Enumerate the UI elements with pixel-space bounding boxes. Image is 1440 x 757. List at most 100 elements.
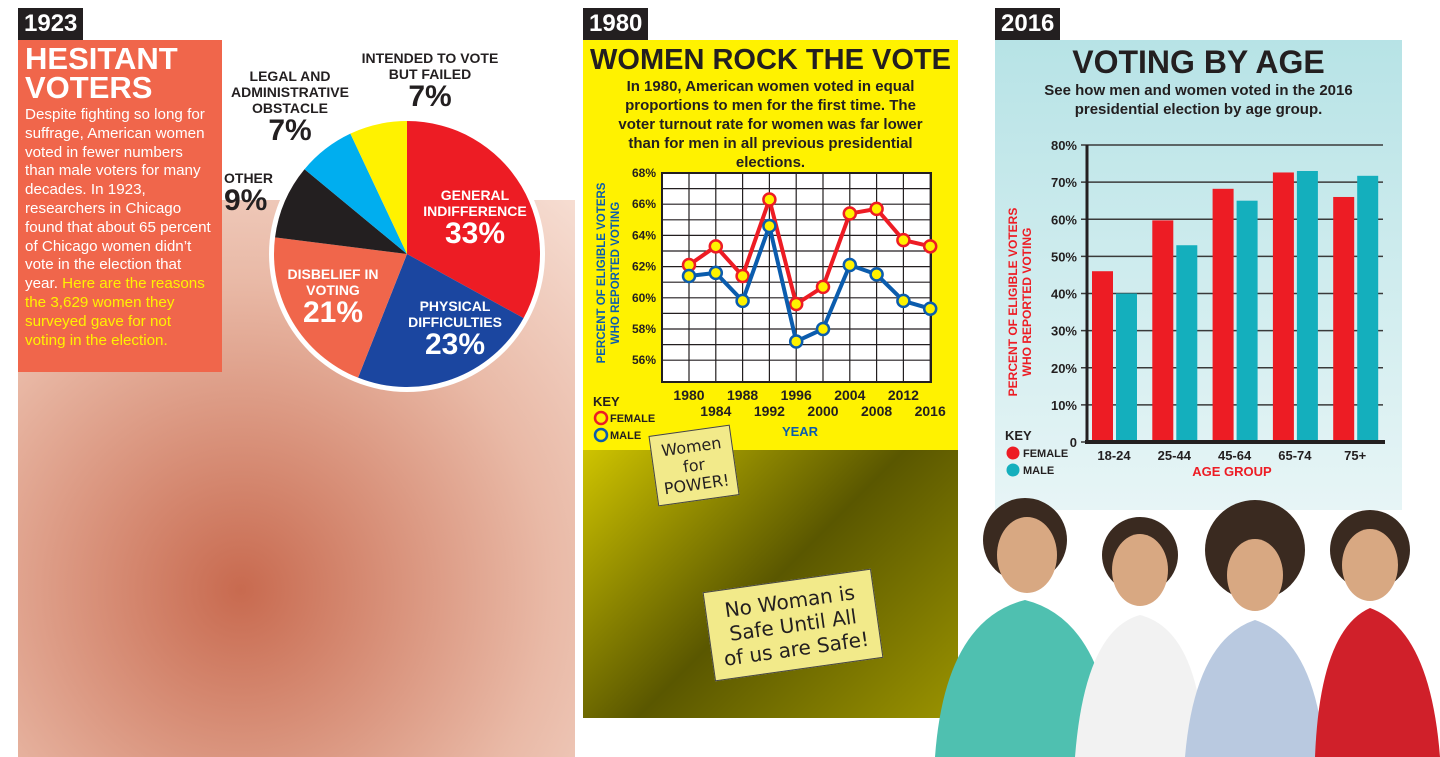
panel2-title: WOMEN ROCK THE VOTE [590,44,951,76]
data-point-female [815,279,831,295]
pie-chart [269,116,545,392]
pie-label-4: LEGAL AND ADMINISTRATIVE OBSTACLE 7% [231,68,349,147]
pie-label-1: PHYSICAL DIFFICULTIES 23% [408,298,502,361]
key-marker-female [1006,446,1020,460]
x-axis-label: AGE GROUP [1192,464,1272,479]
data-point-male [815,321,831,337]
pie-label-0: GENERAL INDIFFERENCE 33% [423,187,527,250]
key-label-male: MALE [1023,465,1054,477]
pie-slice-4 [304,133,407,254]
key-marker-female [593,410,609,426]
y-tick-label: 10% [1051,398,1077,413]
pie-label-5: INTENDED TO VOTE BUT FAILED 7% [361,50,499,113]
data-point-female [708,239,724,254]
data-point-male [842,257,858,273]
x-tick-label: 2012 [888,387,919,403]
panel1-body: Despite fighting so long for suffrage, A… [25,106,215,350]
pie-slice-1 [358,254,524,387]
data-point-female [842,206,858,221]
plot-frame [661,172,932,383]
bar-female-65-74 [1272,172,1294,442]
pie-label-2: DISBELIEF IN VOTING 21% [287,266,379,329]
data-point-male [762,218,777,234]
data-point-female [922,239,938,254]
data-point-male [708,265,724,281]
y-tick-label: 66% [632,197,656,211]
y-tick-label: 56% [632,353,656,367]
data-point-female [735,268,750,284]
x-axis-label: YEAR [782,424,819,439]
data-point-male [869,267,884,282]
x-tick-label: 2008 [861,403,892,419]
x-tick-label: 1984 [700,403,731,419]
pie-slice-2 [274,237,407,378]
x-tick-label: 1988 [727,387,758,403]
y-tick-label: 64% [632,228,656,242]
bar-male-45-64 [1236,200,1258,442]
x-tick-label: 75+ [1344,448,1366,463]
x-tick-label: 18-24 [1097,448,1131,463]
y-tick-label: 50% [1051,249,1077,264]
x-tick-label: 1996 [781,387,812,403]
y-tick-label: 60% [632,291,656,305]
key-title: KEY [593,394,620,409]
year-tag-1980: 1980 [583,8,649,40]
panel2-subtitle: In 1980, American women voted in equal p… [618,78,923,171]
y-axis-label-line1: PERCENT OF ELIGIBLE VOTERS [596,182,608,363]
x-tick-label: 2000 [807,403,838,419]
series-line-male [688,224,931,344]
protest-sign-1: Women for POWER! [648,424,740,507]
panel3-subtitle: See how men and women voted in the 2016 … [1044,82,1353,118]
bar-chart: 0 10% 20% 30% 40% 50% 60% 70% 80% 18-24 25-44 45-64… [1005,138,1385,479]
y-axis-label-line1: PERCENT OF ELIGIBLE VOTERS [1006,208,1020,397]
y-tick-label: 30% [1051,324,1077,339]
bar-male-18-24 [1116,293,1137,442]
panel3-title: VOTING BY AGE [1072,44,1325,80]
year-tag-2016: 2016 [995,8,1061,40]
year-tag-1923: 1923 [18,8,84,40]
key-marker-male [1006,463,1020,477]
data-point-male [896,293,911,309]
key-label-female: FEMALE [1023,448,1068,460]
x-tick-label: 2004 [834,387,865,403]
pie-slice-5 [350,121,407,254]
y-tick-label: 68% [632,166,656,180]
data-point-female [869,201,884,217]
key-title: KEY [1005,428,1032,443]
y-tick-label: 58% [632,322,656,336]
bar-female-18-24 [1092,271,1113,442]
bar-female-75+ [1333,196,1355,442]
data-point-female [762,192,777,207]
pie-label-3: OTHER 9% [224,170,273,217]
bar-female-45-64 [1212,188,1234,442]
y-tick-label: 40% [1051,287,1077,302]
y-tick-label: 20% [1051,361,1077,376]
hesitant-voters-textbox: HESITANT VOTERS Despite fighting so long… [18,40,222,372]
x-tick-label: 2016 [915,403,946,419]
pie-slice-0 [407,121,540,319]
bar-male-65-74 [1296,170,1318,443]
protest-sign-2: No Woman is Safe Until All of us are Saf… [702,568,884,682]
data-point-male [788,334,804,349]
x-tick-label: 25-44 [1158,448,1192,463]
y-tick-label: 70% [1051,175,1077,190]
series-line-female [687,197,931,307]
key-marker-male [593,427,609,443]
y-tick-label: 0 [1070,435,1077,450]
panel1-title: HESITANT VOTERS [25,41,178,105]
pie-slice-3 [275,169,407,254]
x-tick-label: 1980 [673,387,704,403]
x-tick-label: 65-74 [1278,448,1312,463]
x-tick-label: 1992 [754,403,785,419]
data-point-male [735,293,750,309]
protest-photo: Women for POWER! No Woman is Safe Until … [583,424,958,718]
bar-male-25-44 [1176,245,1198,442]
data-point-female [788,296,804,312]
key-label-male: MALE [610,430,641,442]
y-axis-label: PERCENT OF ELIGIBLE VOTERSWHO REPORTED V… [1006,208,1034,397]
y-tick-label: 60% [1051,212,1077,227]
data-point-male [681,268,697,284]
y-axis-label-line2: WHO REPORTED VOTING [610,202,622,345]
x-tick-label: 45-64 [1218,448,1252,463]
